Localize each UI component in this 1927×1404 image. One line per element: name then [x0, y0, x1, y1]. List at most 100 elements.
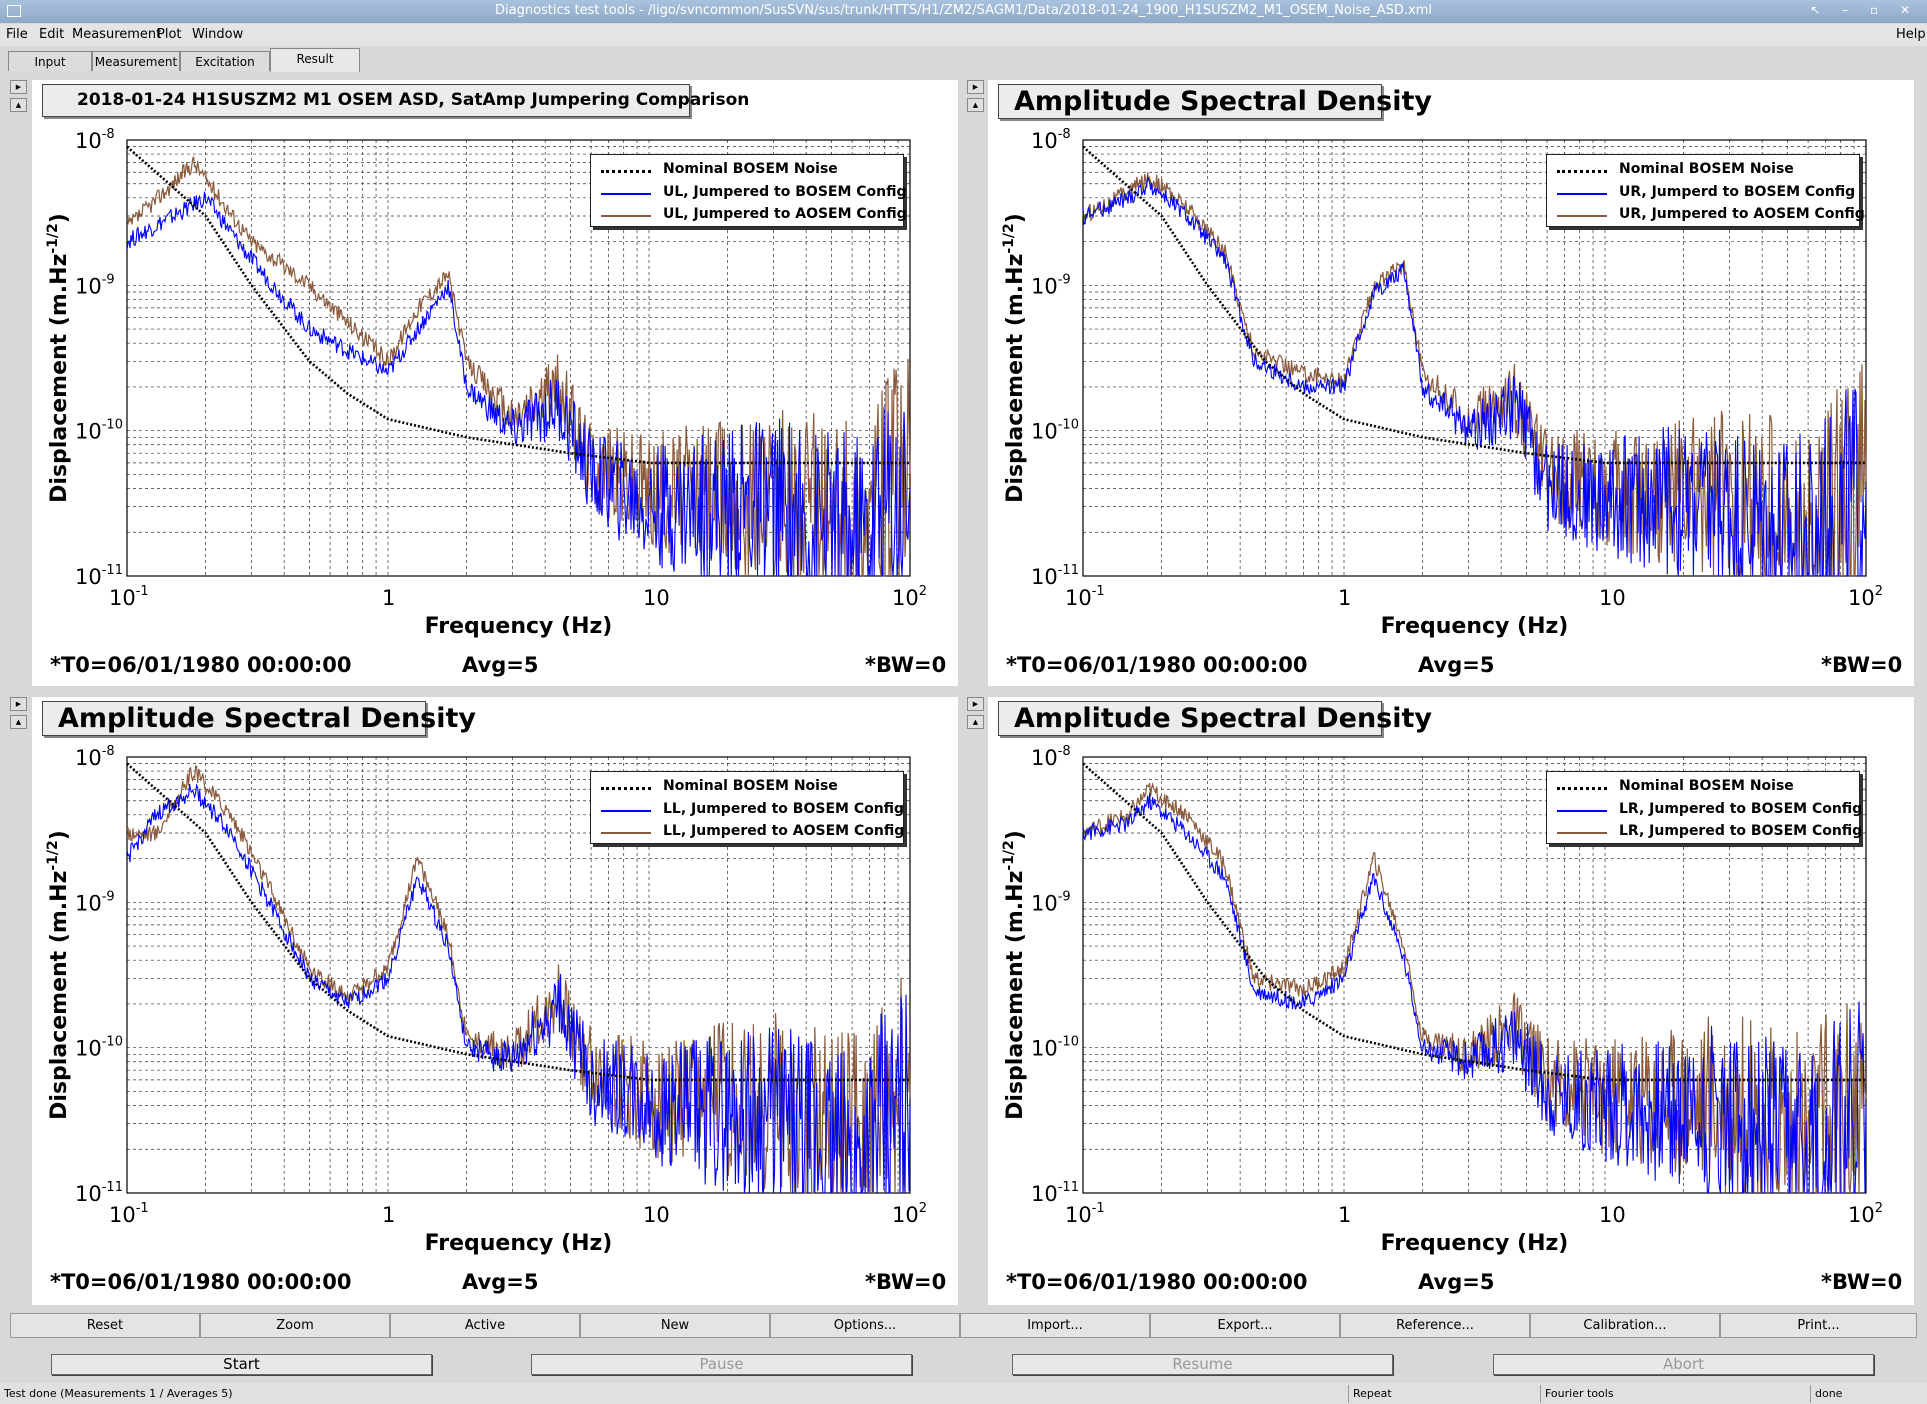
pane-expand-icon[interactable]: ▶ [967, 697, 984, 711]
pane-expand-icon[interactable]: ▶ [10, 697, 27, 711]
legend-label: Nominal BOSEM Noise [1619, 161, 1794, 177]
x-tick-label: 102 [1848, 584, 1883, 610]
averages-label: Avg=5 [1418, 653, 1495, 677]
pause-button[interactable]: Pause [531, 1354, 912, 1375]
x-tick-label: 10 [1599, 586, 1626, 610]
import-button[interactable]: Import... [960, 1313, 1150, 1338]
x-tick-label: 1 [1338, 1203, 1351, 1227]
menu-help[interactable]: Help [1896, 27, 1926, 42]
menu-file[interactable]: File [6, 27, 28, 42]
plot-frame [126, 756, 911, 1194]
panel-title: 2018-01-24 H1SUSZM2 M1 OSEM ASD, SatAmp … [42, 84, 749, 117]
start-time-label: *T0=06/01/1980 00:00:00 [50, 653, 352, 677]
x-tick-label: 1 [1338, 586, 1351, 610]
legend-entry: UR, Jumpered to AOSEM Config [1547, 204, 1865, 226]
menu-edit[interactable]: Edit [39, 27, 65, 42]
y-tick-label: 10-10 [1031, 418, 1079, 444]
legend-label: UL, Jumpered to BOSEM Config [663, 183, 907, 200]
legend-label: LR, Jumpered to BOSEM Config [1619, 800, 1863, 817]
legend-label: Nominal BOSEM Noise [1619, 778, 1794, 794]
pane-collapse-icon[interactable]: ▲ [10, 98, 27, 112]
tab-input[interactable]: Input [8, 51, 92, 71]
active-button[interactable]: Active [390, 1313, 580, 1338]
bandwidth-label: *BW=0 [1821, 1270, 1903, 1294]
plot-pane-ur[interactable]: 10-1 1 10 102 10-8 10-9 10-10 10-11 Frequency (H… [988, 80, 1914, 686]
menu-measurement[interactable]: Measurement [72, 27, 162, 42]
x-tick-label: 102 [892, 1201, 927, 1227]
export-button[interactable]: Export... [1150, 1313, 1340, 1338]
panel-title: Amplitude Spectral Density [42, 701, 476, 736]
x-tick-label: 10 [643, 586, 670, 610]
x-tick-label: 102 [1848, 1201, 1883, 1227]
legend-entry: UL, Jumpered to BOSEM Config [591, 182, 907, 204]
pane-expand-icon[interactable]: ▶ [10, 80, 27, 94]
legend-swatch [601, 809, 651, 812]
options-button[interactable]: Options... [770, 1313, 960, 1338]
window-controls[interactable]: ↖ – ▫ ✕ [1810, 3, 1919, 17]
series-line-0 [126, 762, 910, 1082]
menu-plot[interactable]: Plot [157, 27, 182, 42]
reset-button[interactable]: Reset [10, 1313, 200, 1338]
legend-swatch [601, 170, 651, 173]
status-state: done [1810, 1385, 1925, 1403]
bandwidth-label: *BW=0 [865, 653, 947, 677]
pane-collapse-icon[interactable]: ▲ [10, 715, 27, 729]
tab-measurement[interactable]: Measurement [92, 51, 180, 71]
pane-expand-icon[interactable]: ▶ [967, 80, 984, 94]
legend-entry: LL, Jumpered to BOSEM Config [591, 799, 905, 821]
chart-legend: Nominal BOSEM Noise UL, Jumpered to BOSEM… [590, 154, 907, 227]
pane-collapse-icon[interactable]: ▲ [967, 715, 984, 729]
y-tick-label: 10-10 [75, 418, 123, 444]
x-tick-label: 10 [643, 1203, 670, 1227]
grid-lines [127, 757, 910, 1193]
plot-pane-lr[interactable]: 10-1 1 10 102 10-8 10-9 10-10 10-11 Frequency (H… [988, 697, 1914, 1305]
print-button[interactable]: Print... [1720, 1313, 1917, 1338]
legend-label: LL, Jumpered to AOSEM Config [663, 823, 905, 839]
window-titlebar: Diagnostics test tools - /ligo/svncommon… [0, 0, 1927, 23]
averages-label: Avg=5 [1418, 1270, 1495, 1294]
x-axis-label: Frequency (Hz) [425, 1231, 613, 1256]
plot-pane-ll[interactable]: 10-1 1 10 102 10-8 10-9 10-10 10-11 Frequency (H… [32, 697, 958, 1305]
menu-window[interactable]: Window [192, 27, 244, 42]
status-repeat: Repeat [1348, 1385, 1533, 1403]
legend-entry: UL, Jumpered to AOSEM Config [591, 204, 907, 226]
reference-button[interactable]: Reference... [1340, 1313, 1530, 1338]
new-button[interactable]: New [580, 1313, 770, 1338]
tab-result[interactable]: Result [270, 48, 360, 72]
legend-swatch [1557, 192, 1607, 195]
status-bar: Test done (Measurements 1 / Averages 5) … [0, 1383, 1927, 1404]
y-tick-label: 10-9 [75, 889, 115, 915]
bandwidth-label: *BW=0 [1821, 653, 1903, 677]
abort-button[interactable]: Abort [1493, 1354, 1874, 1375]
y-axis-label: Displacement (m.Hz-1/2) [45, 213, 72, 503]
window-menu-icon[interactable] [7, 5, 21, 17]
action-button-row: Reset Zoom Active New Options... Import.… [10, 1313, 1917, 1338]
tab-bar: Input Measurement Excitation Result [0, 48, 1927, 74]
y-tick-label: 10-8 [1031, 127, 1071, 153]
y-tick-label: 10-10 [75, 1035, 123, 1061]
tab-excitation[interactable]: Excitation [180, 51, 270, 71]
calibration-button[interactable]: Calibration... [1530, 1313, 1720, 1338]
y-tick-label: 10-8 [75, 744, 115, 770]
start-time-label: *T0=06/01/1980 00:00:00 [1006, 1270, 1308, 1294]
legend-entry: Nominal BOSEM Noise [591, 776, 903, 798]
chart-legend: Nominal BOSEM Noise LL, Jumpered to BOSEM… [590, 771, 904, 844]
series-line-1 [126, 191, 911, 577]
resume-button[interactable]: Resume [1012, 1354, 1393, 1375]
y-tick-label: 10-10 [1031, 1035, 1079, 1061]
plot-pane-ul[interactable]: 10-1 1 10 102 10-8 10-9 10-10 10-11 Frequency (H… [32, 80, 958, 686]
pane-collapse-icon[interactable]: ▲ [967, 98, 984, 112]
legend-swatch [1557, 787, 1607, 790]
x-tick-label: 10-1 [1065, 584, 1105, 610]
x-tick-label: 10-1 [1065, 1201, 1105, 1227]
start-button[interactable]: Start [51, 1354, 432, 1375]
y-axis-label: Displacement (m.Hz-1/2) [1001, 213, 1028, 503]
zoom-button[interactable]: Zoom [200, 1313, 390, 1338]
y-axis-label: Displacement (m.Hz-1/2) [45, 830, 72, 1120]
legend-swatch [601, 832, 651, 834]
legend-label: LL, Jumpered to BOSEM Config [663, 800, 905, 817]
x-axis-label: Frequency (Hz) [1381, 614, 1569, 639]
